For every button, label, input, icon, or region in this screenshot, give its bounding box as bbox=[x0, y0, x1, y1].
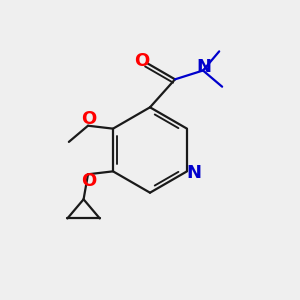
Text: O: O bbox=[81, 110, 97, 128]
Text: O: O bbox=[134, 52, 149, 70]
Text: O: O bbox=[81, 172, 96, 190]
Text: N: N bbox=[187, 164, 202, 182]
Text: N: N bbox=[196, 58, 211, 76]
